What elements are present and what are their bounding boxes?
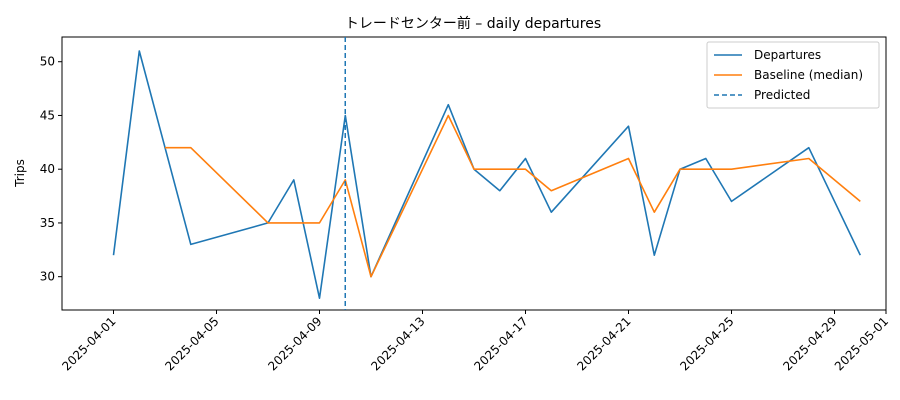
y-axis-title: Trips xyxy=(13,159,27,188)
legend-box xyxy=(706,41,880,109)
y-tick-label: 50 xyxy=(40,55,55,69)
x-tick-label: 2025-04-13 xyxy=(368,314,427,373)
y-axis: 30 35 40 45 50 xyxy=(40,55,62,284)
x-tick-label: 2025-04-25 xyxy=(677,314,736,373)
legend: Departures Baseline (median) Predicted xyxy=(706,41,880,109)
y-tick-label: 40 xyxy=(40,162,55,176)
series-line-departures xyxy=(112,50,862,300)
legend-label-departures: Departures xyxy=(754,48,821,62)
x-tick-label: 2025-04-21 xyxy=(574,314,633,373)
series-layer xyxy=(112,50,862,300)
legend-label-predicted: Predicted xyxy=(754,88,810,102)
series-line-baseline xyxy=(165,114,861,278)
x-axis: 2025-04-01 2025-04-05 2025-04-09 2025-04-13… xyxy=(59,310,891,373)
x-tick-label: 2025-04-29 xyxy=(780,314,839,373)
legend-label-baseline: Baseline (median) xyxy=(754,68,863,82)
y-tick-label: 45 xyxy=(40,108,55,122)
y-tick-label: 35 xyxy=(40,216,55,230)
x-tick-label: 2025-04-01 xyxy=(59,314,118,373)
x-tick-label: 2025-04-17 xyxy=(471,314,530,373)
x-tick-label: 2025-04-05 xyxy=(162,314,221,373)
x-tick-label: 2025-05-01 xyxy=(832,314,891,373)
chart-title: トレードセンター前 – daily departures xyxy=(345,15,601,32)
y-tick-label: 30 xyxy=(40,270,55,284)
x-tick-label: 2025-04-09 xyxy=(265,314,324,373)
plot-frame xyxy=(61,36,887,311)
